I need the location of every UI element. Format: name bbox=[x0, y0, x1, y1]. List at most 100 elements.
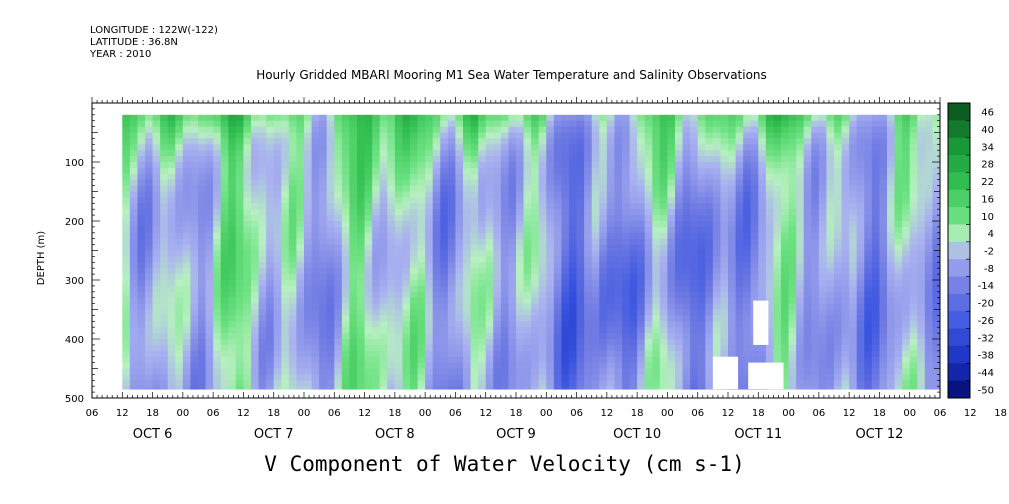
heatmap-cell bbox=[697, 386, 706, 390]
heatmap-cell bbox=[765, 327, 774, 334]
heatmap-cell bbox=[288, 114, 297, 122]
heatmap-cell bbox=[614, 344, 623, 352]
heatmap-cell bbox=[569, 274, 577, 281]
heatmap-cell bbox=[523, 179, 532, 186]
heatmap-cell bbox=[281, 238, 290, 245]
heatmap-cell bbox=[182, 374, 191, 381]
heatmap-cell bbox=[402, 114, 411, 122]
heatmap-cell bbox=[531, 309, 540, 316]
heatmap-cell bbox=[849, 138, 858, 145]
heatmap-cell bbox=[523, 191, 532, 198]
heatmap-cell bbox=[712, 315, 721, 322]
heatmap-cell bbox=[145, 268, 153, 275]
heatmap-cell bbox=[856, 268, 865, 275]
heatmap-cell bbox=[553, 374, 562, 381]
heatmap-cell bbox=[190, 250, 199, 257]
heatmap-cell bbox=[894, 368, 903, 375]
heatmap-cell bbox=[357, 339, 365, 346]
heatmap-cell bbox=[728, 291, 736, 299]
heatmap-cell bbox=[485, 339, 494, 346]
heatmap-cell bbox=[841, 280, 850, 287]
heatmap-cell bbox=[553, 386, 562, 390]
heatmap-cell bbox=[463, 333, 471, 340]
heatmap-cell bbox=[887, 309, 895, 316]
heatmap-cell bbox=[697, 285, 706, 293]
heatmap-cell bbox=[500, 280, 509, 287]
heatmap-cell bbox=[341, 203, 350, 210]
heatmap-cell bbox=[682, 185, 691, 192]
heatmap-cell bbox=[394, 321, 403, 328]
heatmap-cell bbox=[712, 339, 721, 346]
heatmap-cell bbox=[909, 209, 918, 216]
heatmap-cell bbox=[455, 344, 464, 352]
heatmap-cell bbox=[190, 280, 199, 287]
heatmap-cell bbox=[606, 138, 615, 145]
heatmap-cell bbox=[818, 221, 827, 228]
heatmap-cell bbox=[160, 221, 169, 228]
heatmap-cell bbox=[818, 114, 827, 122]
heatmap-cell bbox=[902, 297, 911, 304]
heatmap-cell bbox=[531, 303, 540, 310]
heatmap-cell bbox=[463, 185, 471, 192]
heatmap-cell bbox=[228, 156, 237, 163]
heatmap-cell bbox=[796, 315, 805, 322]
heatmap-cell bbox=[902, 374, 911, 381]
heatmap-cell bbox=[675, 321, 683, 328]
heatmap-cell bbox=[516, 232, 524, 240]
heatmap-cell bbox=[538, 138, 547, 145]
heatmap-cell bbox=[357, 114, 365, 122]
heatmap-cell bbox=[728, 333, 736, 340]
heatmap-cell bbox=[796, 120, 805, 127]
heatmap-cell bbox=[349, 256, 358, 263]
heatmap-cell bbox=[561, 126, 570, 133]
heatmap-cell bbox=[644, 339, 653, 346]
heatmap-cell bbox=[887, 238, 895, 245]
heatmap-cell bbox=[432, 374, 441, 381]
heatmap-cell bbox=[773, 215, 782, 222]
heatmap-cell bbox=[864, 173, 873, 181]
heatmap-cell bbox=[470, 250, 479, 257]
heatmap-cell bbox=[349, 185, 358, 192]
heatmap-cell bbox=[500, 221, 509, 228]
heatmap-cell bbox=[894, 209, 903, 216]
heatmap-cell bbox=[167, 144, 176, 151]
heatmap-cell bbox=[220, 203, 229, 210]
heatmap-cell bbox=[372, 362, 381, 369]
heatmap-cell bbox=[440, 173, 449, 181]
heatmap-cell bbox=[614, 114, 623, 122]
heatmap-cell bbox=[281, 191, 290, 198]
heatmap-cell bbox=[826, 380, 835, 387]
heatmap-cell bbox=[440, 150, 449, 157]
heatmap-cell bbox=[887, 144, 895, 151]
heatmap-cell bbox=[712, 167, 721, 175]
heatmap-cell bbox=[372, 297, 381, 304]
heatmap-cell bbox=[622, 256, 630, 263]
heatmap-cell bbox=[410, 138, 418, 145]
heatmap-cell bbox=[500, 150, 509, 157]
heatmap-cell bbox=[470, 297, 479, 304]
heatmap-cell bbox=[410, 197, 418, 204]
heatmap-cell bbox=[879, 350, 888, 358]
heatmap-cell bbox=[152, 185, 161, 192]
heatmap-cell bbox=[470, 162, 479, 169]
heatmap-cell bbox=[637, 114, 646, 122]
heatmap-cell bbox=[228, 350, 237, 358]
heatmap-cell bbox=[349, 226, 358, 234]
heatmap-cell bbox=[622, 327, 630, 334]
heatmap-cell bbox=[213, 120, 222, 127]
heatmap-cell bbox=[205, 268, 214, 275]
heatmap-cell bbox=[455, 209, 464, 216]
heatmap-cell bbox=[387, 150, 396, 157]
heatmap-cell bbox=[213, 191, 222, 198]
heatmap-cell bbox=[606, 215, 615, 222]
heatmap-cell bbox=[175, 226, 184, 234]
heatmap-cell bbox=[129, 356, 138, 363]
heatmap-cell bbox=[735, 132, 744, 139]
heatmap-cell bbox=[644, 368, 653, 375]
heatmap-cell bbox=[758, 173, 767, 181]
heatmap-cell bbox=[675, 244, 683, 251]
heatmap-cell bbox=[205, 256, 214, 263]
heatmap-cell bbox=[720, 150, 729, 157]
heatmap-cell bbox=[637, 244, 646, 251]
heatmap-cell bbox=[902, 262, 911, 269]
